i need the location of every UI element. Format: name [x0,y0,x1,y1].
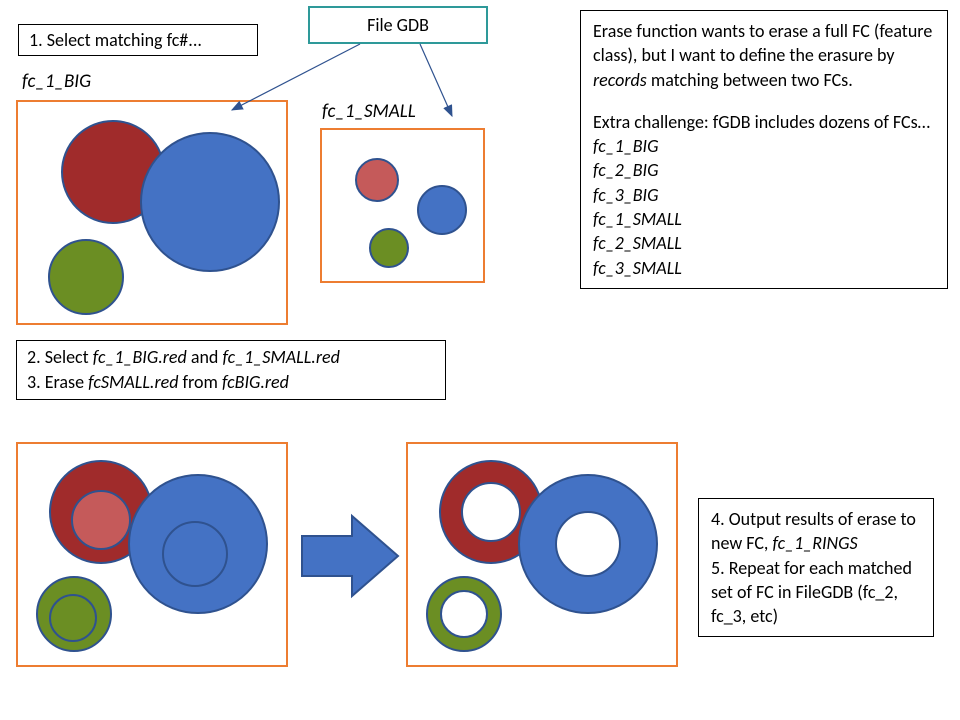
circle [355,158,399,202]
step3-text: 3. Erase fcSMALL.red from fcBIG.red [27,370,435,395]
fc-small-label: fc_1_SMALL [322,100,416,123]
overlay-box [16,442,288,667]
overlay-small-circle [71,490,131,550]
fc-small-box [320,128,485,283]
sidebar-p1: Erase function wants to erase a full FC … [593,19,935,92]
fc-big-label: fc_1_BIG [22,70,91,93]
step5-text: 5. Repeat for each matched set of FC in … [711,556,921,629]
circle [48,239,124,315]
step4-text: 4. Output results of erase to new FC, fc… [711,507,921,556]
circle [369,228,409,268]
sidebar-box: Erase function wants to erase a full FC … [580,10,948,289]
file-gdb-box: File GDB [308,6,488,44]
step2-text: 2. Select fc_1_BIG.red and fc_1_SMALL.re… [27,345,435,370]
file-gdb-label: File GDB [367,14,429,36]
process-arrow-icon [302,516,398,596]
rings-box [406,442,678,667]
overlay-small-circle [49,594,97,642]
circle [140,132,280,272]
steps45-box: 4. Output results of erase to new FC, fc… [698,498,934,637]
step1-box: 1. Select matching fc#... [18,24,258,56]
circle [417,185,467,235]
arrow-to-small [420,44,452,116]
ring-hole [461,482,521,542]
step1-text: 1. Select matching fc#... [29,29,202,51]
ring-hole [555,511,621,577]
sidebar-p2: Extra challenge: fGDB includes dozens of… [593,110,935,134]
fc-big-box [16,100,288,325]
steps23-box: 2. Select fc_1_BIG.red and fc_1_SMALL.re… [16,340,446,400]
overlay-small-circle [162,521,228,587]
ring-hole [440,590,488,638]
sidebar-fc-list: fc_1_BIG fc_2_BIG fc_3_BIG fc_1_SMALL fc… [593,134,935,280]
